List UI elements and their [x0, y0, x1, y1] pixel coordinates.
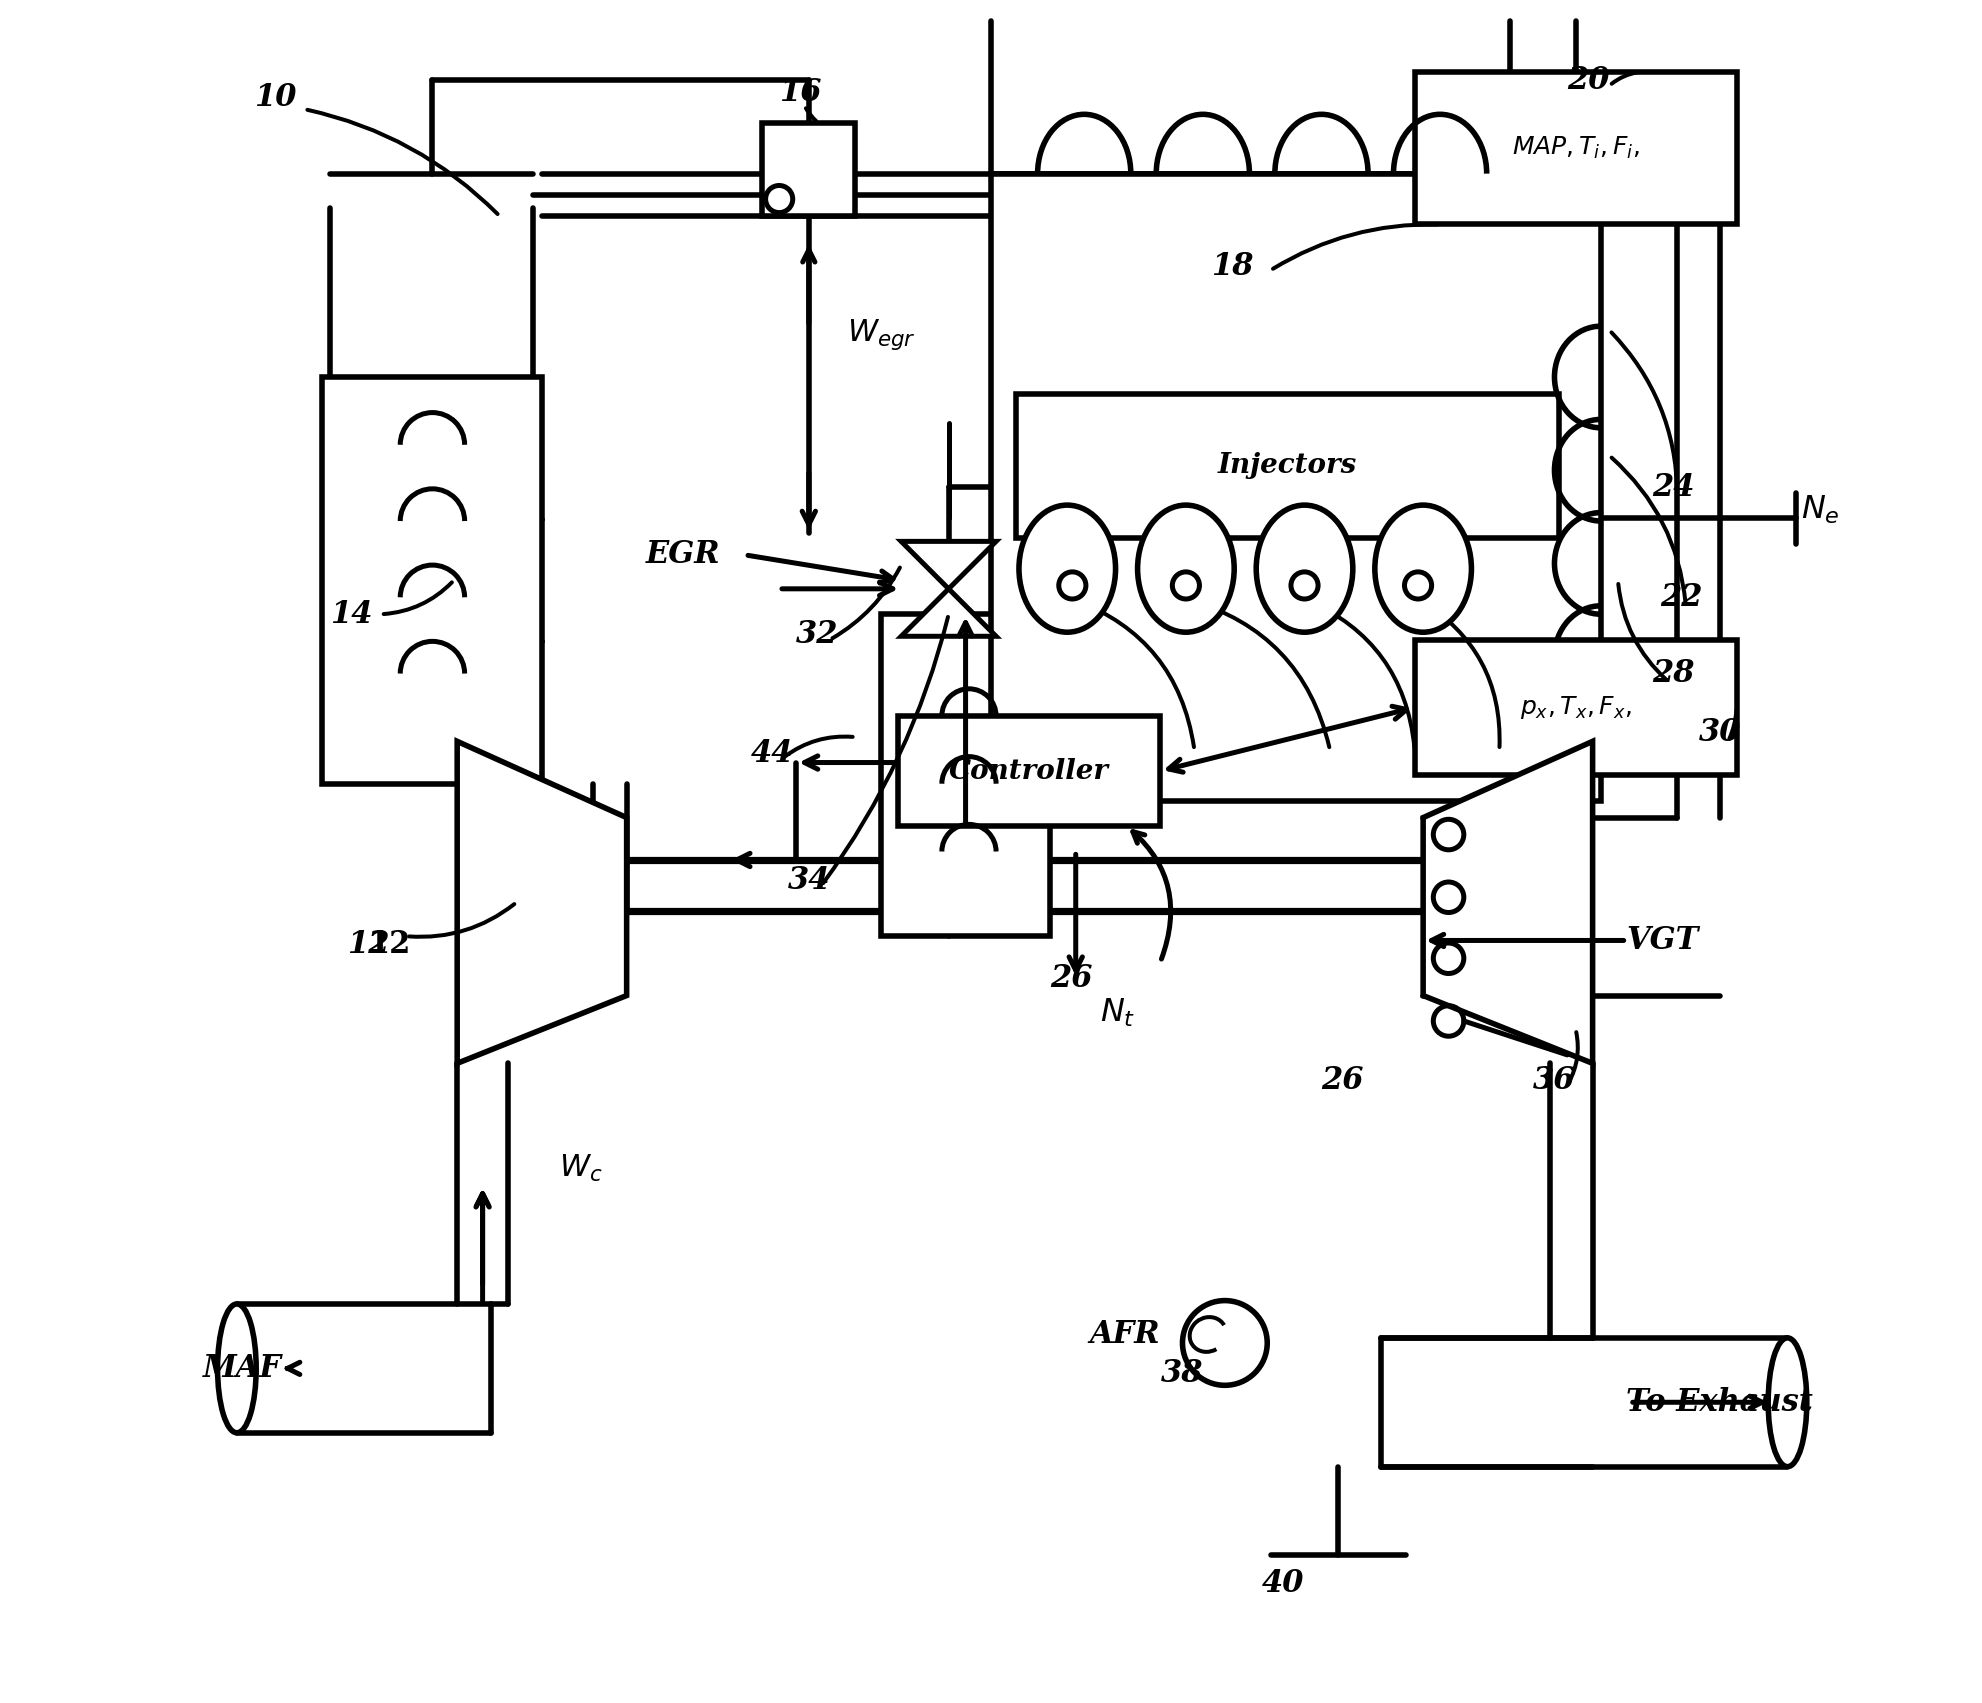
Ellipse shape [1376, 506, 1471, 632]
Text: 44: 44 [751, 737, 793, 768]
Bar [1415, 72, 1736, 225]
Text: 18: 18 [1211, 252, 1255, 283]
Text: AFR: AFR [1090, 1320, 1161, 1350]
Text: 20: 20 [1568, 65, 1609, 95]
Text: $W_{egr}$: $W_{egr}$ [846, 317, 916, 353]
Text: 36: 36 [1534, 1064, 1576, 1095]
Bar [880, 615, 1050, 937]
Text: 14: 14 [331, 599, 373, 630]
Text: 24: 24 [1651, 472, 1695, 502]
Text: 10: 10 [254, 82, 297, 112]
Text: VGT: VGT [1627, 925, 1699, 955]
Text: 26: 26 [1322, 1064, 1364, 1095]
Polygon shape [902, 589, 997, 637]
Ellipse shape [1257, 506, 1354, 632]
Text: $MAP, T_i, F_i,$: $MAP, T_i, F_i,$ [1512, 135, 1639, 162]
Text: 26: 26 [1050, 964, 1092, 995]
Text: 12: 12 [369, 930, 410, 960]
FancyArrowPatch shape [1189, 599, 1330, 748]
Polygon shape [458, 741, 626, 1063]
Text: MAF: MAF [202, 1352, 281, 1385]
FancyArrowPatch shape [1421, 601, 1500, 748]
Ellipse shape [1138, 506, 1235, 632]
FancyArrowPatch shape [1134, 831, 1171, 959]
Ellipse shape [1019, 506, 1116, 632]
Text: 32: 32 [797, 620, 838, 651]
Ellipse shape [1768, 1339, 1808, 1466]
Ellipse shape [218, 1304, 256, 1432]
Text: Injectors: Injectors [1219, 453, 1358, 480]
Polygon shape [902, 542, 997, 589]
Bar [991, 174, 1601, 800]
Bar [321, 376, 541, 783]
Text: Controller: Controller [949, 758, 1110, 785]
Bar [1017, 393, 1558, 538]
Text: $N_e$: $N_e$ [1802, 494, 1839, 526]
Bar [1415, 640, 1736, 775]
Text: 38: 38 [1161, 1357, 1203, 1390]
Text: To Exhaust: To Exhaust [1627, 1386, 1814, 1419]
Text: 40: 40 [1263, 1568, 1304, 1599]
Text: EGR: EGR [646, 540, 719, 571]
Bar [898, 715, 1161, 826]
Text: 28: 28 [1651, 657, 1695, 690]
Text: $N_t$: $N_t$ [1100, 996, 1136, 1029]
FancyArrowPatch shape [1074, 599, 1193, 748]
Text: 16: 16 [779, 77, 823, 107]
Text: 22: 22 [1661, 582, 1703, 613]
FancyArrowPatch shape [1306, 599, 1415, 748]
Polygon shape [1423, 741, 1594, 1063]
Text: $W_c$: $W_c$ [559, 1153, 603, 1184]
Text: 12: 12 [347, 930, 390, 960]
Text: 30: 30 [1699, 717, 1742, 748]
Text: $p_x, T_x, F_x,$: $p_x, T_x, F_x,$ [1520, 693, 1631, 720]
Bar [763, 123, 856, 216]
Text: 34: 34 [787, 865, 830, 896]
